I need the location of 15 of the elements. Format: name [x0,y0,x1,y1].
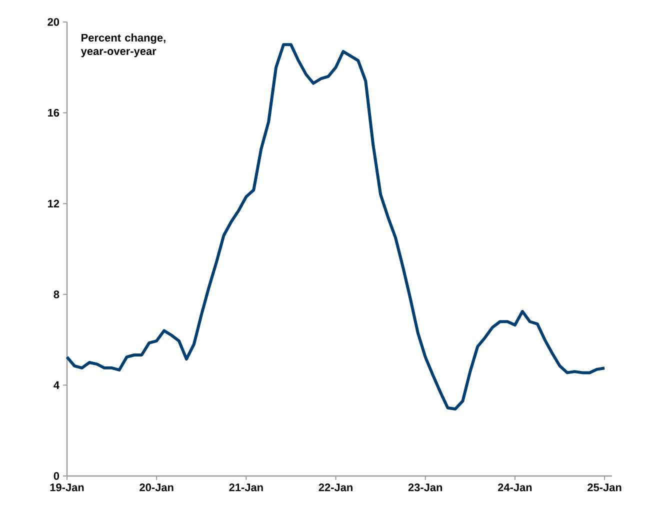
x-tick-label: 23-Jan [408,484,442,492]
x-tick-label: 25-Jan [588,484,622,492]
x-tick-label: 24-Jan [498,484,532,492]
y-tick-label: 12 [48,200,60,208]
x-tick-label: 19-Jan [50,484,84,492]
y-tick-label: 4 [54,381,60,389]
y-tick-label: 20 [48,18,60,26]
y-tick-label: 8 [54,290,60,298]
y-tick-label: 16 [48,108,60,117]
y-tick-label: 0 [54,472,60,480]
line-series [66,43,606,411]
x-tick-label: 22-Jan [318,484,352,492]
x-tick-label: 20-Jan [140,484,174,492]
x-tick-label: 21-Jan [229,484,263,492]
text: Percent change, year-over-year [80,34,166,58]
